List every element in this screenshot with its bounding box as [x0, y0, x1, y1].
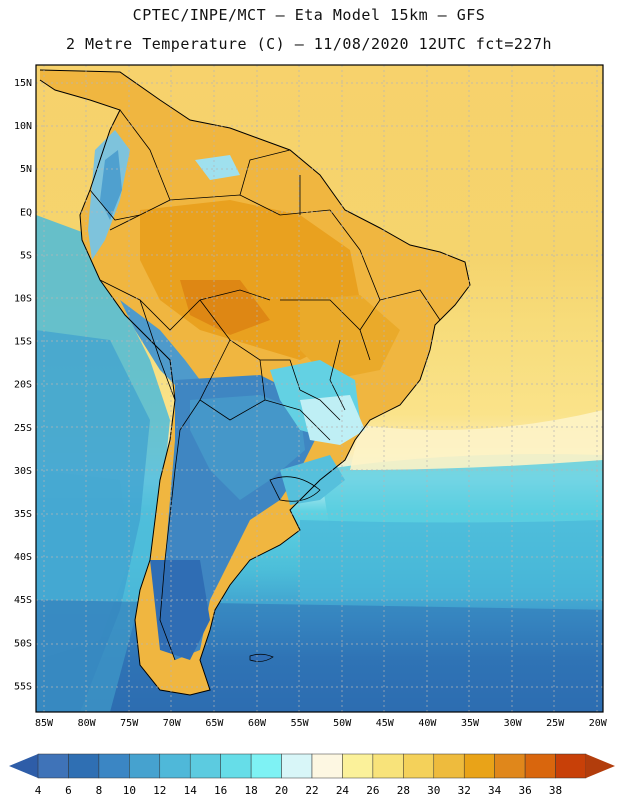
colorbar-label: 10	[123, 784, 136, 797]
longitude-labels: 85W 80W 75W 70W 65W 60W 55W 50W 45W 40W 35W 30W 25W 2…	[35, 718, 608, 729]
colorbar-label: 38	[549, 784, 562, 797]
colorbar-label: 12	[153, 784, 166, 797]
colorbar-swatch	[250, 753, 282, 779]
colorbar-label: 18	[244, 784, 257, 797]
lat-label: 35S	[14, 509, 32, 520]
chart-title-line1: CPTEC/INPE/MCT – Eta Model 15km – GFS	[132, 6, 486, 24]
colorbar-swatch	[159, 753, 191, 779]
colorbar-swatch	[524, 753, 556, 779]
colorbar-swatch	[311, 753, 343, 779]
colorbar-label: 30	[427, 784, 440, 797]
lon-label: 50W	[333, 718, 352, 729]
lat-label: 30S	[14, 466, 32, 477]
colorbar-label: 34	[488, 784, 502, 797]
lon-label: 85W	[35, 718, 54, 729]
lon-label: 25W	[546, 718, 565, 729]
colorbar-label: 6	[65, 784, 72, 797]
colorbar: 4 6 8 10 12 14 16 18 20 22 24 26 28 30 32 34 36 38	[9, 753, 615, 797]
colorbar-swatch	[494, 753, 526, 779]
lat-label: 5N	[20, 164, 32, 175]
colorbar-label: 24	[336, 784, 350, 797]
colorbar-label: 36	[518, 784, 531, 797]
lat-label: 20S	[14, 380, 32, 391]
lon-label: 35W	[461, 718, 480, 729]
colorbar-label: 14	[184, 784, 198, 797]
lat-label: 10N	[14, 121, 32, 132]
colorbar-swatch	[433, 753, 465, 779]
colorbar-label: 16	[214, 784, 227, 797]
colorbar-label: 26	[366, 784, 379, 797]
colorbar-label: 4	[35, 784, 42, 797]
colorbar-swatch	[37, 753, 69, 779]
lat-label: EQ	[20, 207, 32, 218]
colorbar-swatch	[342, 753, 374, 779]
colorbar-swatch	[98, 753, 130, 779]
lat-label: 15S	[14, 337, 32, 348]
lat-label: 25S	[14, 423, 32, 434]
colorbar-low-arrow	[9, 754, 38, 778]
colorbar-swatch	[68, 753, 100, 779]
lon-label: 80W	[78, 718, 97, 729]
colorbar-label: 8	[96, 784, 103, 797]
lon-label: 75W	[120, 718, 139, 729]
colorbar-swatch	[403, 753, 435, 779]
colorbar-label: 32	[458, 784, 471, 797]
lon-label: 65W	[205, 718, 224, 729]
lon-label: 40W	[418, 718, 437, 729]
colorbar-swatch	[372, 753, 404, 779]
colorbar-swatch	[281, 753, 313, 779]
colorbar-label: 28	[397, 784, 410, 797]
map-frame	[35, 64, 604, 713]
colorbar-swatch	[555, 753, 587, 779]
lat-label: 40S	[14, 552, 32, 563]
lat-label: 55S	[14, 681, 32, 692]
map-field	[36, 65, 603, 712]
country-borders	[89, 109, 441, 661]
lon-label: 60W	[248, 718, 267, 729]
lat-label: 5S	[20, 250, 32, 261]
lon-label: 45W	[376, 718, 395, 729]
colorbar-high-arrow	[586, 754, 615, 778]
chart-title-line2: 2 Metre Temperature (C) – 11/08/2020 12U…	[65, 35, 553, 53]
lat-label: 45S	[14, 595, 32, 606]
lon-label: 55W	[291, 718, 310, 729]
latitude-labels: 15N 10N 5N EQ 5S 10S 15S 20S 25S 30S 35S 40S 45S 50S 5…	[14, 78, 32, 692]
colorbar-swatch	[129, 753, 161, 779]
lon-label: 30W	[504, 718, 523, 729]
colorbar-swatch	[463, 753, 495, 779]
lat-label: 15N	[14, 78, 32, 89]
colorbar-swatch	[220, 753, 252, 779]
lat-label: 50S	[14, 638, 32, 649]
colorbar-swatch	[189, 753, 221, 779]
lon-label: 20W	[589, 718, 608, 729]
colorbar-label: 20	[275, 784, 288, 797]
lon-label: 70W	[163, 718, 182, 729]
colorbar-label: 22	[305, 784, 318, 797]
lat-label: 10S	[14, 294, 32, 305]
